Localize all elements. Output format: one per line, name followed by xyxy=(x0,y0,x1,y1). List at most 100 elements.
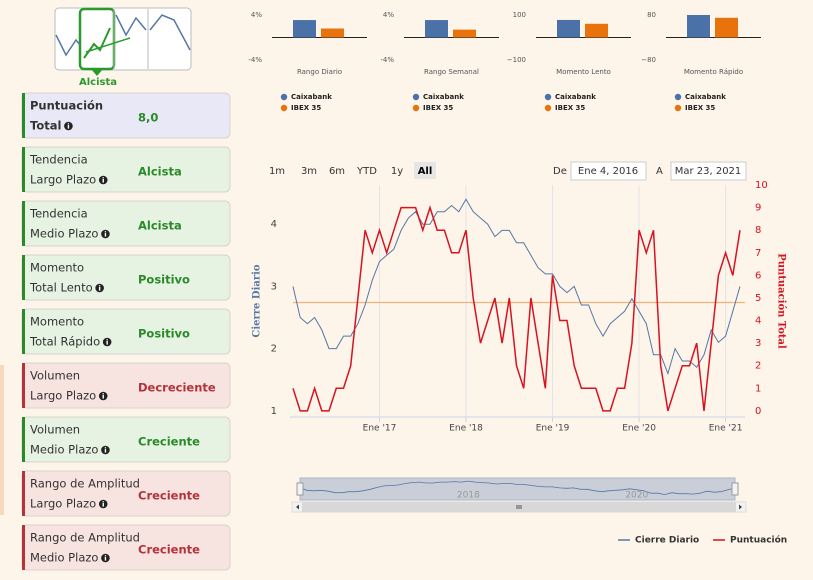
price-line xyxy=(292,198,741,376)
info-icon-dot xyxy=(104,555,107,557)
legend-marker xyxy=(674,104,682,112)
mini-title: Rango Semanal xyxy=(424,68,479,76)
legend-label: IBEX 35 xyxy=(423,104,453,112)
range-button[interactable] xyxy=(326,162,348,179)
navigator-label: 2020 xyxy=(625,491,648,501)
info-icon-bar xyxy=(106,341,108,345)
legend-marker xyxy=(674,93,682,101)
range-button-label: All xyxy=(418,166,433,177)
card-value: Decreciente xyxy=(138,381,216,395)
y2-tick-label: 8 xyxy=(755,225,761,236)
range-button[interactable] xyxy=(266,162,288,179)
card-label: Rango de Amplitud xyxy=(30,531,140,545)
bar xyxy=(687,15,710,38)
legend-marker xyxy=(544,104,552,112)
card-accent xyxy=(22,363,25,408)
range-button[interactable] xyxy=(353,162,381,179)
legend-label: IBEX 35 xyxy=(291,104,321,112)
info-icon-dot xyxy=(106,339,108,341)
y2-tick-label: 0 xyxy=(755,406,761,417)
bar xyxy=(585,23,608,38)
card-label: Medio Plazo xyxy=(30,227,98,241)
card-label: Momento xyxy=(30,261,84,275)
info-icon-bar xyxy=(98,287,101,291)
x-tick-label: Ene '20 xyxy=(622,424,656,434)
navigator-handle[interactable] xyxy=(731,482,739,496)
card-accent xyxy=(22,525,25,570)
mini-tick-label: −100 xyxy=(507,56,526,64)
y2-tick-label: 4 xyxy=(755,316,761,327)
bar xyxy=(557,19,580,38)
range-button[interactable] xyxy=(298,162,320,179)
card-label: Medio Plazo xyxy=(30,443,98,457)
info-icon-bar xyxy=(102,395,104,399)
card-accent xyxy=(22,201,25,246)
y2-tick-label: 1 xyxy=(755,383,761,394)
legend-marker xyxy=(280,104,288,112)
mini-tick-label: −80 xyxy=(641,56,656,64)
to-value: Mar 23, 2021 xyxy=(675,166,742,177)
range-button-label: YTD xyxy=(356,166,377,177)
info-icon-bar xyxy=(104,557,107,561)
legend-marker xyxy=(544,93,552,101)
card-value: Creciente xyxy=(138,543,200,557)
navigator-handle[interactable] xyxy=(296,482,304,496)
mini-tick-label: 4% xyxy=(251,11,262,19)
range-button-label: 1m xyxy=(269,166,285,177)
y-tick-label: 3 xyxy=(271,281,277,292)
navigator-line xyxy=(299,480,736,496)
legend-label: Caixabank xyxy=(685,93,726,101)
legend-label: Caixabank xyxy=(423,93,464,101)
card-label: Rango de Amplitud xyxy=(30,477,140,491)
mini-tick-label: 80 xyxy=(647,11,656,19)
y2-tick-label: 7 xyxy=(755,248,761,259)
scroll-right[interactable] xyxy=(739,504,742,510)
card-label: Total xyxy=(30,119,61,133)
y-tick-label: 1 xyxy=(271,406,277,417)
range-button-label: 1y xyxy=(391,166,403,177)
legend-label: Caixabank xyxy=(555,93,596,101)
from-value: Ene 4, 2016 xyxy=(578,166,638,177)
x-tick-label: Ene '17 xyxy=(363,424,397,434)
card-label: Volumen xyxy=(30,369,80,383)
info-icon-dot xyxy=(102,177,104,179)
info-icon-dot xyxy=(102,501,104,503)
info-icon-dot xyxy=(98,285,101,287)
card-label: Total Lento xyxy=(29,281,93,295)
from-input[interactable] xyxy=(570,161,647,181)
legend-marker xyxy=(280,93,288,101)
scroll-left[interactable] xyxy=(296,504,299,510)
badge-label: Alcista xyxy=(79,77,117,88)
legend-label[interactable]: Puntuación xyxy=(730,535,787,546)
card-label: Largo Plazo xyxy=(30,389,96,403)
card-accent xyxy=(22,309,25,354)
card-value: 8,0 xyxy=(138,111,158,125)
legend-marker xyxy=(412,93,420,101)
card-label: Puntuación xyxy=(30,99,103,113)
legend-label: IBEX 35 xyxy=(555,104,585,112)
y2-tick-label: 6 xyxy=(755,270,761,281)
trend-icon xyxy=(54,7,192,76)
y2-tick-label: 2 xyxy=(755,361,761,372)
info-icon-dot xyxy=(67,123,70,125)
mini-title: Momento Lento xyxy=(556,68,611,76)
info-icon-dot xyxy=(102,393,104,395)
x-tick-label: Ene '19 xyxy=(536,424,570,434)
info-icon-bar xyxy=(67,125,70,129)
mini-tick-label: 4% xyxy=(383,11,394,19)
edge-panel xyxy=(0,365,4,515)
y2-tick-label: 3 xyxy=(755,338,761,349)
y-tick-label: 2 xyxy=(271,344,277,355)
range-button[interactable] xyxy=(386,162,408,179)
card-value: Alcista xyxy=(138,165,182,179)
legend-label: IBEX 35 xyxy=(685,104,715,112)
mini-title: Momento Rápido xyxy=(684,68,743,76)
info-icon-bar xyxy=(102,179,104,183)
card-accent xyxy=(22,471,25,516)
legend-label[interactable]: Cierre Diario xyxy=(635,536,699,546)
card-label: Largo Plazo xyxy=(30,497,96,511)
card-label: Tendencia xyxy=(29,153,88,167)
range-button[interactable] xyxy=(414,162,436,179)
to-input[interactable] xyxy=(670,161,747,181)
